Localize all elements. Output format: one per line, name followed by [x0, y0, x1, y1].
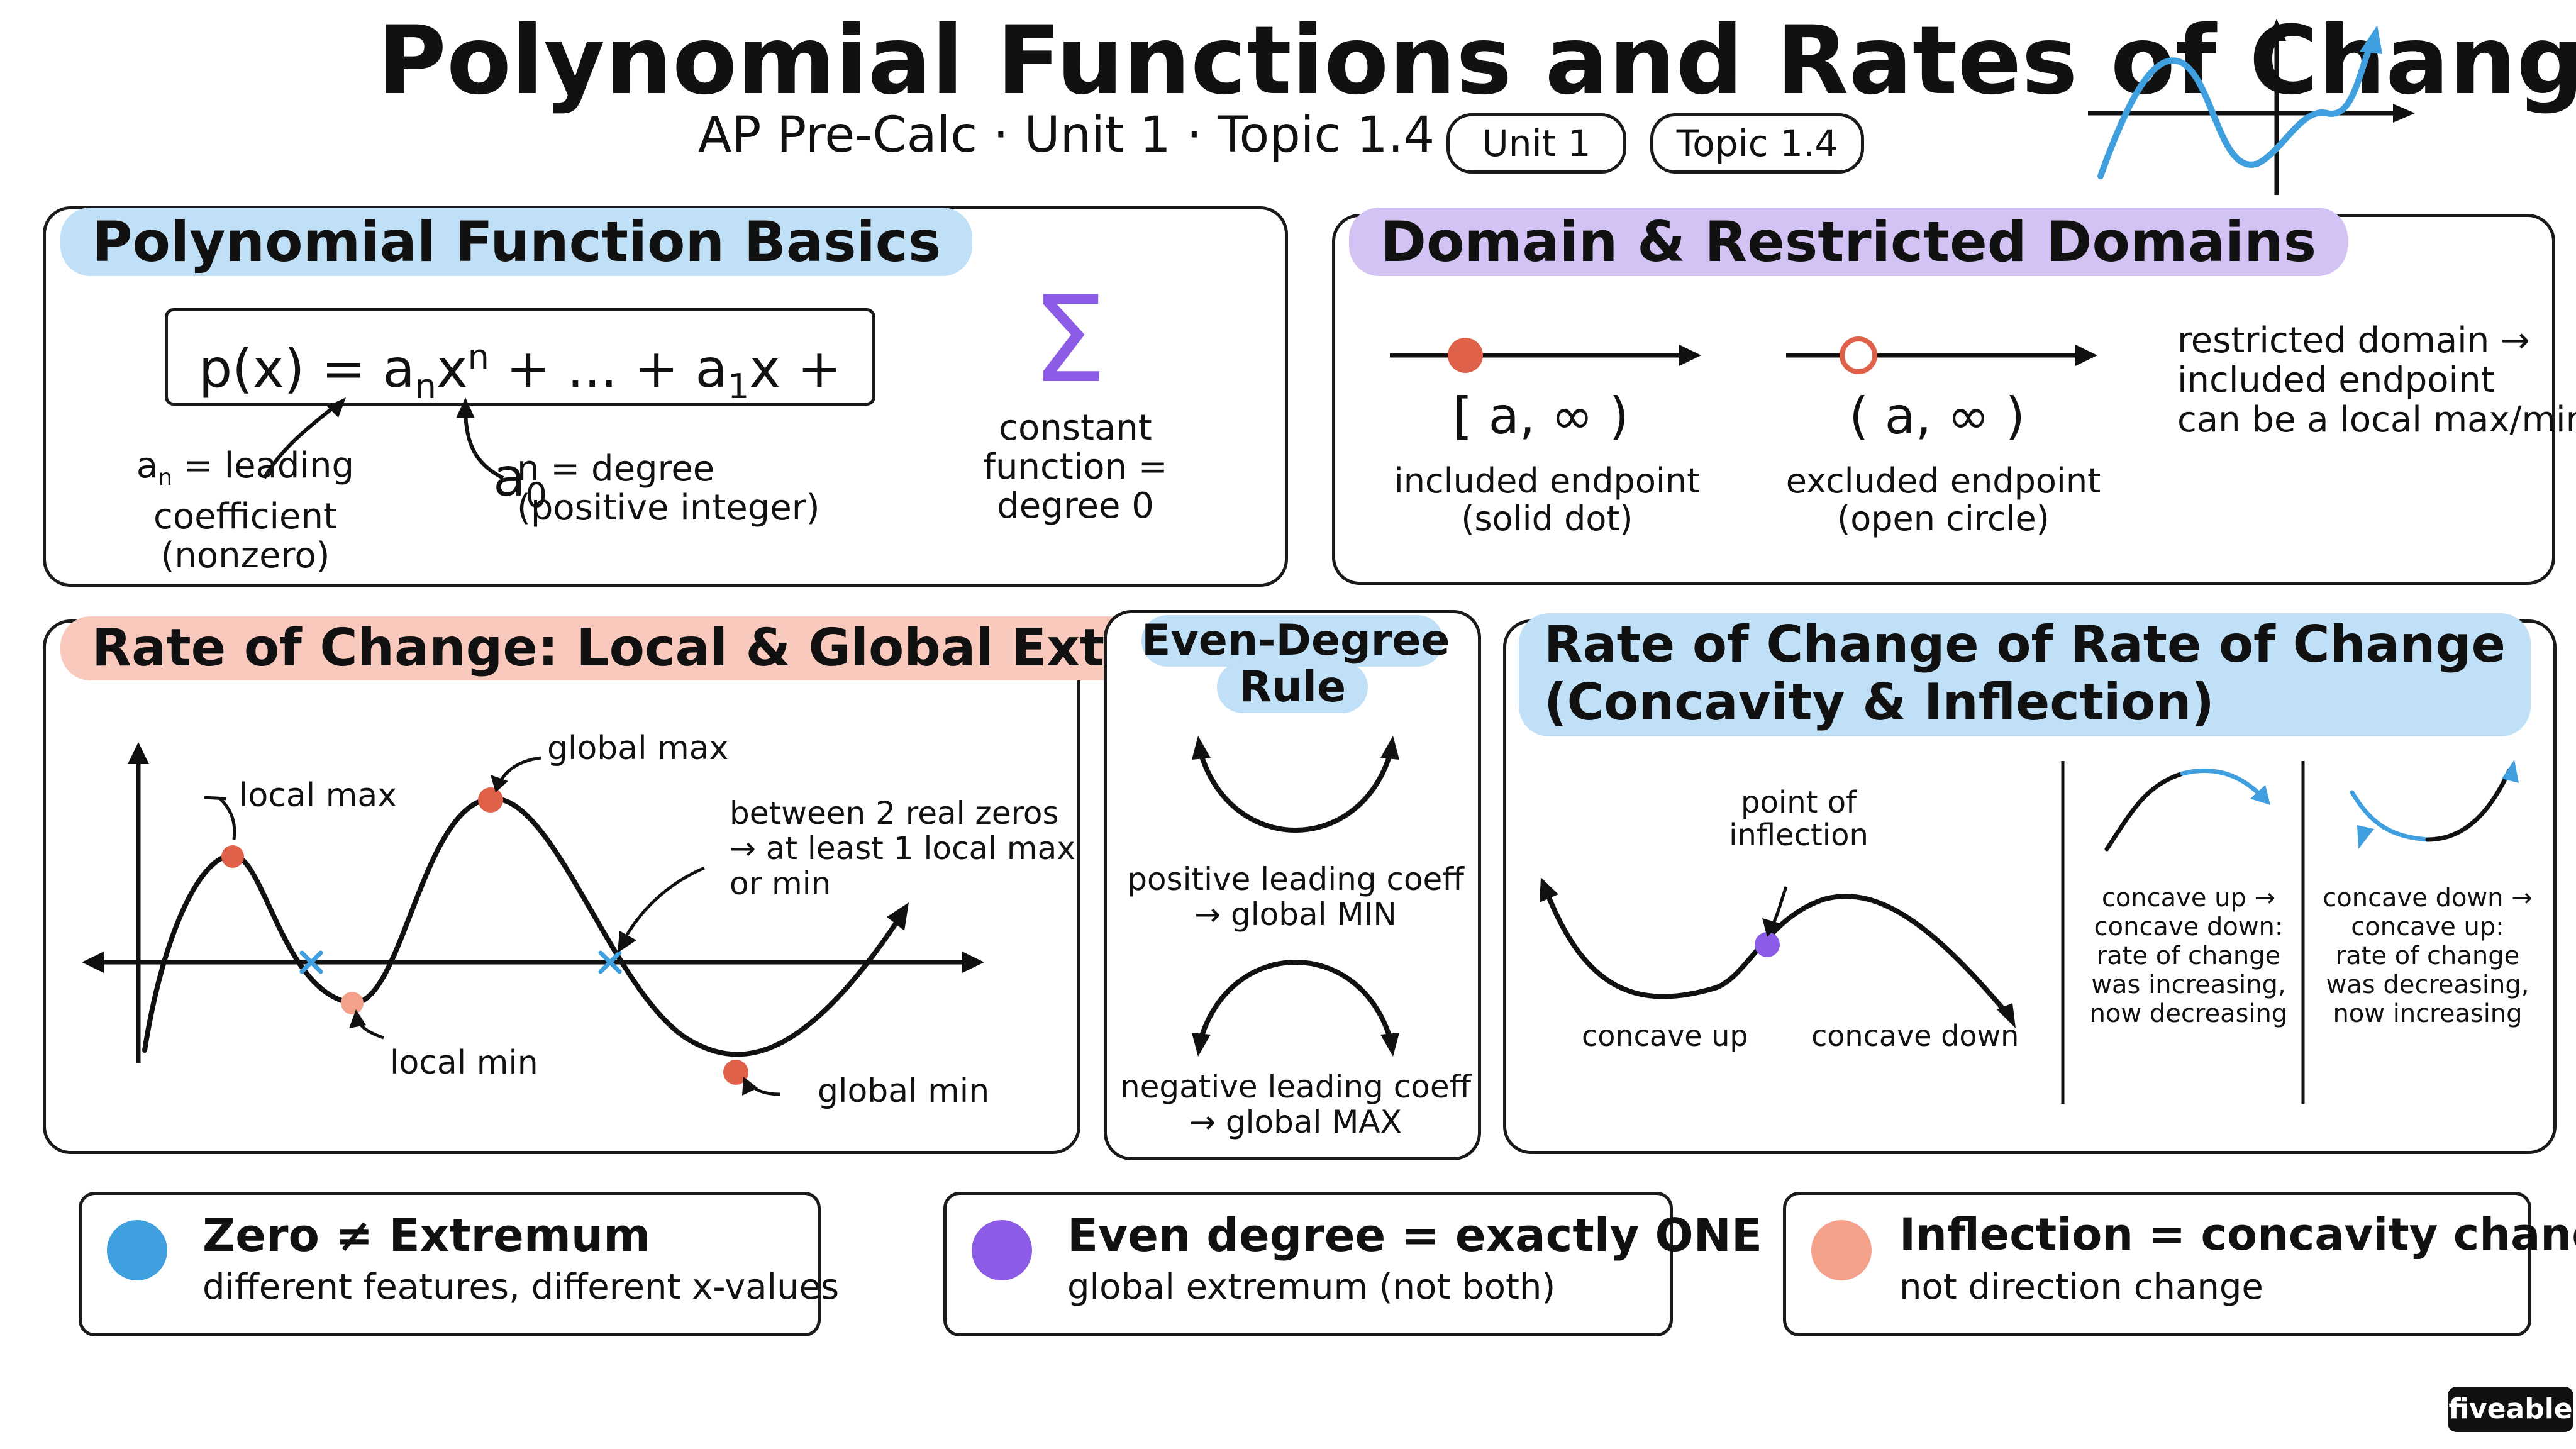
page-title: Polynomial Functions and Rates of Change: [377, 6, 2576, 116]
heading-domain: Domain & Restricted Domains: [1349, 208, 2348, 277]
heading-polynomial-basics: Polynomial Function Basics: [60, 208, 973, 277]
negative-leading-label: negative leading coeff → global MAX: [1119, 1069, 1472, 1140]
tag-unit: Unit 1: [1446, 113, 1626, 174]
heading-even-degree-1: Even-Degree: [1141, 615, 1450, 667]
parabola-up: [1192, 736, 1399, 833]
formula-sup-n: n: [467, 337, 489, 377]
takeaway-3-text: not direction change: [1899, 1267, 2263, 1307]
degree-label: n = degree (positive integer): [517, 448, 820, 528]
leading-coefficient-label: an = leading coefficient (nonzero): [136, 445, 355, 577]
blue-dot-icon: [107, 1220, 167, 1280]
purple-dot-icon: [972, 1220, 1032, 1280]
fiveable-logo: fiveable: [2448, 1387, 2573, 1432]
takeaway-1-title: Zero ≠ Extremum: [203, 1209, 651, 1262]
panel-extrema: [43, 619, 1080, 1154]
takeaway-3-title: Inflection = concavity change,: [1899, 1209, 2576, 1260]
heading-even-degree-2: Rule: [1217, 662, 1368, 714]
down-to-up-text: concave down → concave up: rate of chang…: [2323, 884, 2533, 1028]
salmon-dot-icon: [1811, 1220, 1872, 1280]
point-of-inflection-label: point of inflection: [1729, 785, 1868, 853]
formula-p: p(x) = a: [198, 338, 415, 399]
formula-mid: + ... + a: [489, 338, 728, 399]
graph-icon: [2088, 19, 2415, 195]
tag-topic: Topic 1.4: [1650, 113, 1864, 174]
formula-sub-1: 1: [728, 366, 750, 406]
constant-function-label: constant function = degree 0: [983, 408, 1168, 526]
page-subtitle: AP Pre-Calc · Unit 1 · Topic 1.4: [698, 107, 1435, 164]
label-local-min: local min: [390, 1044, 538, 1082]
sigma-icon: Σ: [1031, 270, 1108, 409]
positive-leading-label: positive leading coeff → global MIN: [1127, 861, 1464, 933]
basics-arrows: [262, 397, 504, 480]
domain-lines: [1390, 336, 2097, 374]
takeaway-2-text: global extremum (not both): [1067, 1267, 1556, 1307]
down-to-up-curve: [2350, 760, 2519, 849]
up-to-down-text: concave up → concave down: rate of chang…: [2089, 884, 2288, 1028]
formula-sub-0: 0: [525, 475, 547, 515]
inflection-graph: [1540, 877, 2016, 1028]
formula-xmid: x + a: [493, 338, 842, 508]
up-to-down-curve: [2104, 769, 2270, 852]
formula-x: x: [436, 338, 468, 399]
formula-sub-n: n: [414, 366, 436, 406]
takeaway-2-title: Even degree = exactly ONE: [1067, 1209, 1763, 1262]
label-global-max: global max: [547, 730, 729, 767]
heading-extrema: Rate of Change: Local & Global Extrema: [60, 616, 1285, 681]
parabola-down: [1192, 960, 1399, 1057]
label-local-max: local max: [239, 777, 397, 814]
takeaway-inflection: Inflection = concavity change, not direc…: [1783, 1192, 2576, 1336]
interval-closed: [ a, ∞ ): [1453, 387, 1629, 445]
label-global-min: global min: [818, 1072, 990, 1110]
concavity-dividers: [2061, 761, 2305, 1104]
included-endpoint-label: included endpoint (solid dot): [1394, 461, 1701, 538]
zeros-note: between 2 real zeros → at least 1 local …: [730, 795, 1075, 902]
heading-concavity: Rate of Change of Rate of Change (Concav…: [1519, 613, 2531, 736]
label-concave-up: concave up: [1582, 1019, 1748, 1053]
takeaway-1-text: different features, different x-values: [203, 1267, 840, 1307]
excluded-endpoint-label: excluded endpoint (open circle): [1785, 461, 2101, 538]
takeaway-even-degree: Even degree = exactly ONE global extremu…: [943, 1192, 1762, 1336]
panel-domain: [1332, 214, 2555, 585]
takeaway-zero-extremum: Zero ≠ Extremum different features, diff…: [79, 1192, 839, 1336]
label-concave-down: concave down: [1811, 1019, 2019, 1053]
restricted-domain-note: restricted domain → included endpoint ca…: [2177, 320, 2576, 440]
extrema-graph: [82, 742, 984, 1096]
interval-open: ( a, ∞ ): [1849, 387, 2025, 445]
formula-box: p(x) = anxn + ... + a1x + a0: [165, 308, 875, 515]
